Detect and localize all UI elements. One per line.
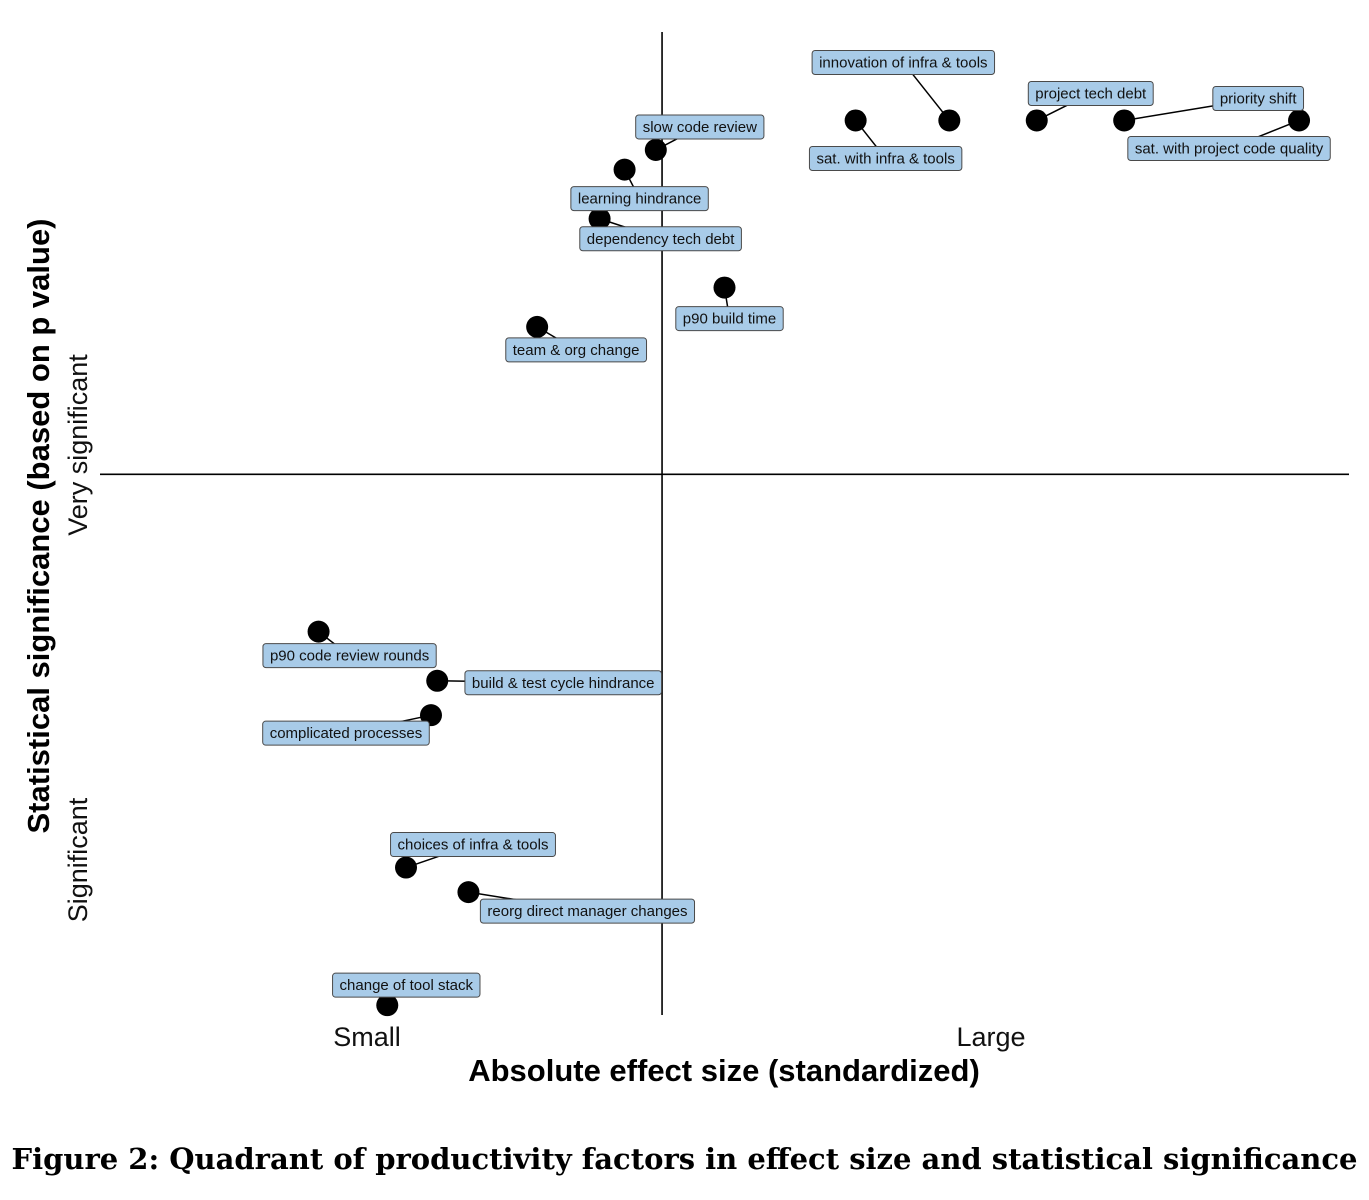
label-box [479, 898, 696, 924]
point-priority-shift [1113, 109, 1136, 132]
label-box [579, 226, 742, 252]
point-p90-code-review-rounds [307, 620, 330, 643]
point-label-team-and-org-change: team & org change [505, 337, 648, 363]
point-label-complicated-processes: complicated processes [262, 720, 430, 746]
label-box [635, 114, 765, 140]
point-team-and-org-change [526, 315, 549, 338]
x-tick-large: Large [956, 1022, 1025, 1052]
label-box [505, 337, 648, 363]
point-label-reorg-direct-manager-changes: reorg direct manager changes [479, 898, 696, 924]
label-text: sat. with infra & tools [816, 150, 954, 167]
marks: innovation of infra & tools sat. with inf… [262, 49, 1331, 1017]
point-label-sat-with-infra-and-tools: sat. with infra & tools [808, 145, 963, 171]
point-label-priority-shift: priority shift [1212, 85, 1305, 111]
point-label-p90-code-review-rounds: p90 code review rounds [262, 643, 437, 669]
axes [100, 32, 1349, 1015]
label-box [332, 972, 481, 998]
label-box [464, 670, 663, 696]
point-sat-with-infra-and-tools [844, 109, 867, 132]
label-text: project tech debt [1035, 85, 1147, 102]
label-box [1127, 135, 1331, 161]
point-reorg-direct-manager-changes [457, 881, 480, 904]
point-label-project-tech-debt: project tech debt [1027, 80, 1154, 106]
label-text: change of tool stack [340, 977, 474, 994]
label-text: choices of infra & tools [398, 837, 549, 854]
label-text: slow code review [643, 119, 757, 136]
label-box [262, 720, 430, 746]
tick-labels: Small Large Significant Very significant [63, 354, 1026, 1052]
label-text: sat. with project code quality [1135, 140, 1324, 157]
label-text: build & test cycle hindrance [472, 675, 655, 692]
point-label-choices-of-infra-and-tools: choices of infra & tools [390, 832, 556, 858]
point-learning-hindrance [613, 158, 636, 181]
label-text: p90 build time [683, 311, 776, 328]
point-label-learning-hindrance: learning hindrance [570, 186, 709, 212]
point-p90-build-time [713, 276, 736, 299]
quadrant-chart: innovation of infra & tools sat. with inf… [21, 32, 1349, 1088]
point-label-change-of-tool-stack: change of tool stack [332, 972, 481, 998]
point-innovation-of-infra-and-tools [938, 109, 961, 132]
point-slow-code-review [644, 138, 667, 161]
point-change-of-tool-stack [376, 994, 399, 1017]
label-text: priority shift [1220, 90, 1298, 107]
point-choices-of-infra-and-tools [395, 856, 418, 879]
point-sat-with-project-code-quality [1288, 109, 1311, 132]
point-dependency-tech-debt [588, 207, 611, 230]
label-text: p90 code review rounds [270, 648, 429, 665]
point-build-and-test-cycle-hindrance [426, 669, 449, 692]
label-text: reorg direct manager changes [487, 903, 687, 920]
label-text: complicated processes [270, 725, 423, 742]
point-label-build-and-test-cycle-hindrance: build & test cycle hindrance [464, 670, 663, 696]
point-label-dependency-tech-debt: dependency tech debt [579, 226, 742, 252]
x-axis-label: Absolute effect size (standardized) [468, 1053, 980, 1088]
label-box [1027, 80, 1154, 106]
x-tick-small: Small [333, 1022, 401, 1052]
label-box [262, 643, 437, 669]
point-label-innovation-of-infra-and-tools: innovation of infra & tools [811, 49, 996, 75]
point-project-tech-debt [1025, 109, 1048, 132]
point-label-p90-build-time: p90 build time [675, 306, 784, 332]
label-text: team & org change [513, 342, 640, 359]
label-box [811, 49, 996, 75]
label-box [808, 145, 963, 171]
label-box [570, 186, 709, 212]
y-tick-significant: Significant [63, 797, 93, 922]
label-text: dependency tech debt [587, 231, 735, 248]
point-label-slow-code-review: slow code review [635, 114, 765, 140]
label-text: learning hindrance [578, 191, 701, 208]
y-tick-very-significant: Very significant [63, 354, 93, 536]
figure-caption: Figure 2: Quadrant of productivity facto… [11, 1142, 1358, 1176]
label-box [675, 306, 784, 332]
label-box [1212, 85, 1305, 111]
label-box [390, 832, 556, 858]
y-axis-label: Statistical significance (based on p val… [21, 218, 56, 833]
point-label-sat-with-project-code-quality: sat. with project code quality [1127, 135, 1331, 161]
label-text: innovation of infra & tools [819, 54, 987, 71]
